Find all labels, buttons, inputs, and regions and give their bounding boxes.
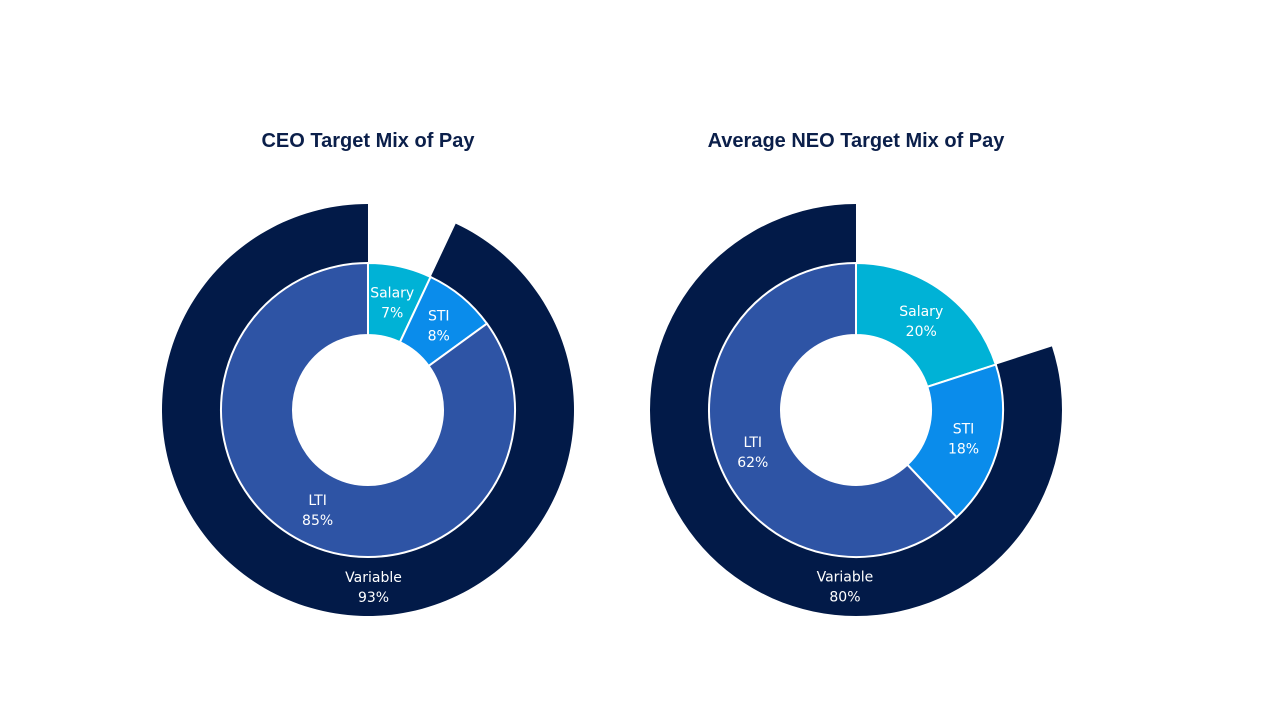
chart-title-ceo: CEO Target Mix of Pay xyxy=(261,130,475,152)
chart-title-neo: Average NEO Target Mix of Pay xyxy=(707,130,1005,152)
data-label-salary: Salary 7% xyxy=(370,286,414,322)
slice-sti xyxy=(905,363,1004,519)
slice-salary xyxy=(855,261,998,389)
slice-lti xyxy=(220,261,516,558)
data-label-sti: STI 8% xyxy=(428,308,450,344)
data-label-lti: LTI 62% xyxy=(737,435,768,471)
slice-lti xyxy=(707,261,959,558)
data-label-variable: Variable 80% xyxy=(817,570,874,606)
data-label-lti: LTI 85% xyxy=(302,493,333,529)
data-label-sti: STI 18% xyxy=(948,422,979,458)
data-label-variable: Variable 93% xyxy=(345,570,402,606)
data-label-salary: Salary 20% xyxy=(899,304,943,340)
